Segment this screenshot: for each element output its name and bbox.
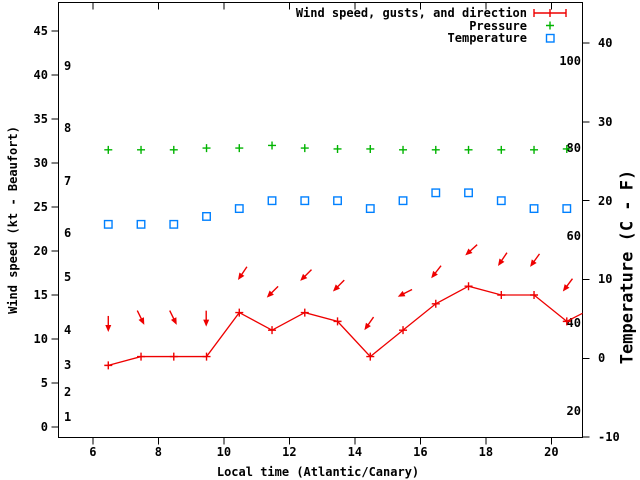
beaufort-scale-label: 6 bbox=[64, 226, 72, 241]
y-left-tick-label: 5 bbox=[40, 375, 48, 390]
x-tick-label: 18 bbox=[478, 445, 494, 459]
y-left-tick-label: 40 bbox=[33, 68, 48, 83]
x-tick-label: 12 bbox=[282, 445, 297, 459]
legend-temperature-label: Temperature bbox=[447, 31, 527, 45]
fahrenheit-scale-label: 80 bbox=[566, 141, 581, 156]
beaufort-scale-label: 5 bbox=[64, 270, 72, 285]
beaufort-scale-label: 4 bbox=[64, 323, 72, 338]
plot-border bbox=[51, 2, 590, 445]
beaufort-scale-label: 1 bbox=[64, 410, 72, 425]
wind-series bbox=[104, 282, 583, 370]
x-tick-label: 20 bbox=[544, 445, 559, 459]
fahrenheit-scale-label: 60 bbox=[566, 228, 581, 243]
y-left-tick-label: 10 bbox=[33, 331, 48, 346]
temperature-series bbox=[103, 188, 572, 229]
x-tick-label: 6 bbox=[89, 445, 97, 459]
legend-markers bbox=[533, 9, 567, 43]
beaufort-scale-label: 9 bbox=[64, 59, 72, 74]
y-right-tick-label: 40 bbox=[598, 36, 613, 51]
y-left-tick-label: 20 bbox=[33, 244, 48, 258]
fahrenheit-scale-label: 100 bbox=[559, 53, 581, 68]
y-right-tick-label: 20 bbox=[598, 193, 613, 208]
y-right-tick-label: 10 bbox=[598, 272, 613, 287]
beaufort-scale-label: 2 bbox=[64, 384, 72, 399]
y-left-tick-label: 35 bbox=[33, 112, 48, 127]
beaufort-scale-label: 8 bbox=[64, 120, 72, 135]
gust-direction-arrows bbox=[105, 244, 574, 332]
y-left-tick-label: 45 bbox=[33, 24, 48, 39]
x-tick-label: 14 bbox=[347, 445, 363, 459]
x-tick-label: 10 bbox=[216, 445, 232, 459]
y-left-tick-label: 15 bbox=[33, 287, 48, 302]
pressure-series bbox=[104, 141, 571, 154]
x-axis-label: Local time (Atlantic/Canary) bbox=[216, 465, 420, 479]
legend-wind-label: Wind speed, gusts, and direction bbox=[295, 6, 527, 20]
x-tick-label: 8 bbox=[154, 445, 162, 459]
y-right-tick-label: -10 bbox=[598, 430, 620, 445]
y-right-tick-label: 0 bbox=[598, 351, 606, 366]
legend-pressure-label: Pressure bbox=[469, 18, 527, 33]
y-left-tick-label: 0 bbox=[40, 419, 48, 434]
x-tick-label: 16 bbox=[413, 445, 428, 459]
y-left-tick-label: 25 bbox=[33, 200, 48, 215]
fahrenheit-scale-label: 20 bbox=[566, 403, 581, 418]
y-left-tick-label: 30 bbox=[33, 156, 48, 171]
beaufort-scale-label: 3 bbox=[64, 358, 72, 373]
beaufort-scale-label: 7 bbox=[64, 173, 72, 188]
y-right-tick-label: 30 bbox=[598, 114, 613, 129]
